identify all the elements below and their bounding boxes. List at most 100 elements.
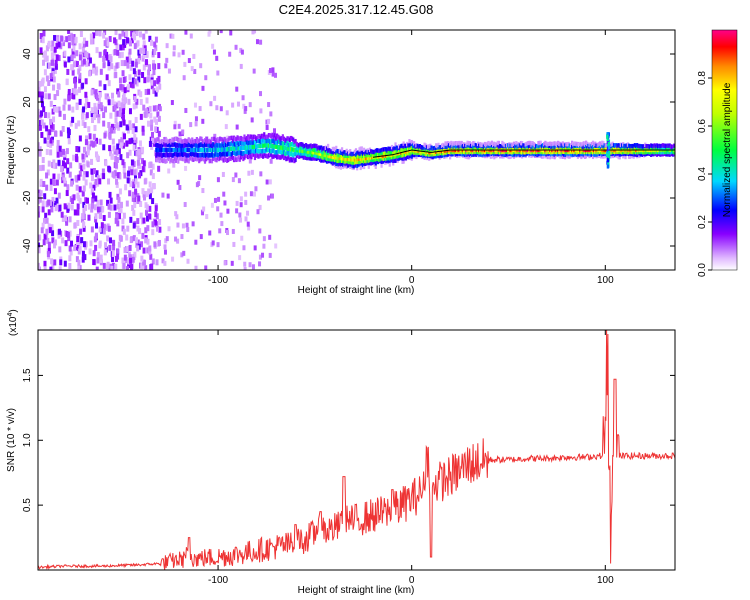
heatmap-cell: [221, 152, 224, 157]
heatmap-cell: [281, 141, 284, 147]
heatmap-cell: [94, 178, 98, 185]
heatmap-cell: [367, 152, 370, 157]
heatmap-cell: [624, 151, 627, 157]
heatmap-cell: [358, 156, 361, 162]
heatmap-cell: [43, 233, 47, 240]
heatmap-cell: [110, 123, 114, 130]
heatmap-cell: [646, 143, 649, 149]
heatmap-cell: [207, 139, 210, 145]
heatmap-cell: [139, 47, 143, 54]
heatmap-cell: [62, 148, 66, 155]
heatmap-cell: [346, 163, 349, 168]
heatmap-cell: [428, 144, 431, 149]
heatmap-cell: [39, 190, 43, 197]
heatmap-cell: [63, 162, 67, 169]
heatmap-cell: [65, 78, 69, 85]
heatmap-cell: [406, 146, 409, 151]
heatmap-cell: [459, 142, 462, 147]
heatmap-cell: [139, 113, 143, 120]
heatmap-cell: [655, 152, 658, 157]
heatmap-cell: [220, 221, 224, 227]
heatmap-cell: [338, 164, 341, 169]
heatmap-cell: [269, 158, 273, 164]
heatmap-cell: [207, 155, 210, 161]
heatmap-cell: [115, 122, 119, 129]
heatmap-cell: [291, 136, 294, 141]
heatmap-cell: [238, 141, 241, 146]
heatmap-cell: [401, 153, 404, 158]
heatmap-cell: [407, 154, 410, 160]
heatmap-cell: [43, 193, 47, 200]
heatmap-cell: [446, 144, 449, 150]
heatmap-cell: [49, 266, 53, 270]
heatmap-cell: [236, 157, 239, 162]
heatmap-cell: [196, 147, 200, 153]
heatmap-cell: [554, 144, 557, 149]
heatmap-cell: [403, 147, 406, 152]
heatmap-cell: [229, 135, 232, 141]
heatmap-cell: [485, 142, 488, 148]
heatmap-cell: [524, 144, 527, 149]
heatmap-cell: [56, 145, 60, 152]
heatmap-cell: [219, 106, 223, 112]
heatmap-cell: [96, 206, 100, 213]
heatmap-cell: [604, 153, 607, 159]
heatmap-cell: [360, 146, 363, 151]
heatmap-cell: [54, 59, 58, 66]
heatmap-cell: [437, 142, 440, 148]
heatmap-cell: [380, 159, 383, 165]
heatmap-cell: [327, 143, 330, 149]
heatmap-cell: [67, 56, 71, 63]
heatmap-cell: [106, 199, 110, 206]
heatmap-cell: [158, 143, 161, 149]
heatmap-cell: [176, 142, 179, 148]
heatmap-cell: [213, 147, 216, 153]
heatmap-cell: [379, 151, 382, 156]
heatmap-cell: [102, 32, 106, 39]
heatmap-cell: [515, 152, 518, 157]
heatmap-cell: [84, 204, 88, 211]
heatmap-cell: [122, 104, 126, 111]
heatmap-cell: [224, 138, 228, 143]
heatmap-cell: [311, 152, 315, 158]
heatmap-cell: [643, 150, 646, 155]
heatmap-cell: [347, 156, 351, 162]
heatmap-cell: [328, 148, 331, 153]
heatmap-cell: [350, 151, 353, 157]
heatmap-cell: [98, 30, 102, 37]
heatmap-cell: [299, 148, 302, 153]
heatmap-cell: [202, 206, 206, 212]
heatmap-cell: [567, 145, 570, 151]
heatmap-cell: [193, 147, 196, 153]
heatmap-cell: [565, 142, 568, 147]
heatmap-cell: [97, 117, 101, 124]
heatmap-cell: [423, 147, 426, 153]
heatmap-cell: [110, 63, 114, 70]
heatmap-cell: [163, 136, 166, 142]
heatmap-cell: [116, 88, 120, 95]
heatmap-cell: [524, 150, 527, 155]
heatmap-cell: [321, 152, 324, 157]
heatmap-cell: [624, 144, 627, 149]
heatmap-cell: [180, 147, 183, 153]
heatmap-cell: [259, 152, 262, 157]
heatmap-cell: [157, 130, 161, 137]
heatmap-cell: [157, 63, 161, 70]
heatmap-cell: [210, 147, 214, 153]
heatmap-cell: [51, 124, 55, 131]
heatmap-cell: [451, 142, 454, 147]
heatmap-cell: [93, 102, 97, 109]
heatmap-cell: [47, 93, 51, 100]
heatmap-cell: [190, 66, 194, 72]
heatmap-cell: [181, 139, 185, 144]
heatmap-cell: [575, 150, 578, 155]
heatmap-cell: [225, 158, 229, 163]
heatmap-cell: [193, 155, 196, 161]
heatmap-cell: [419, 147, 423, 152]
heatmap-cell: [52, 76, 56, 83]
heatmap-cell: [226, 230, 230, 236]
heatmap-cell: [216, 177, 220, 183]
heatmap-cell: [114, 155, 118, 162]
heatmap-cell: [194, 152, 197, 157]
heatmap-cell: [90, 89, 94, 96]
